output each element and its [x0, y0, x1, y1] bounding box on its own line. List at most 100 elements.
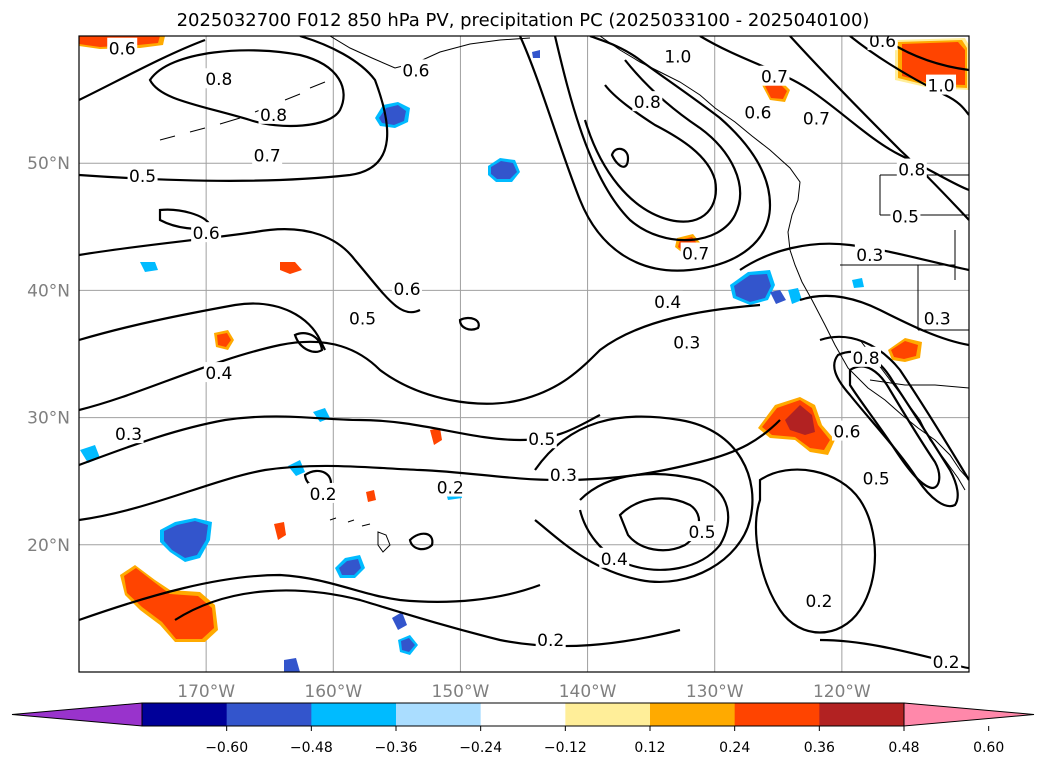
colorbar-tick-label: 0.12 — [634, 740, 665, 756]
contour-line — [148, 49, 345, 128]
contour-label-background — [931, 650, 962, 671]
contour-line — [79, 419, 781, 522]
contour-label: 0.3 — [115, 425, 142, 445]
contour-line — [518, 36, 772, 272]
contour-label: 0.4 — [654, 293, 681, 313]
latitude-tick-label: 50°N — [27, 154, 70, 174]
contour-label-background — [854, 243, 885, 264]
contour-labels: 0.6 0.8 0.6 0.8 0.7 0.5 0.6 0.6 0.5 0.4 0.3 0.2 0.2 0… — [107, 32, 962, 672]
contour-line — [848, 365, 941, 490]
state-borders — [840, 175, 969, 331]
colorbar-tick-label: −0.12 — [544, 740, 587, 756]
contour-line — [408, 532, 434, 551]
map-background — [79, 36, 969, 672]
colorbar-segment — [565, 703, 651, 726]
contour-label-background — [831, 420, 862, 441]
contour-label-background — [652, 290, 683, 311]
contour-label: 0.6 — [402, 61, 429, 81]
longitude-labels: 170°W 160°W 150°W 140°W 130°W 120°W — [177, 682, 871, 702]
contour-line — [583, 84, 717, 223]
contour-label: 0.4 — [205, 364, 232, 384]
contour-line — [610, 147, 630, 168]
contour-label-background — [252, 144, 283, 165]
contour-line — [754, 468, 877, 634]
colorbar-segment — [650, 703, 736, 726]
colorbar-tick-label: −0.24 — [459, 740, 502, 756]
contour-label-background — [671, 331, 702, 352]
us-mexico-border — [869, 379, 969, 389]
longitude-tick-label: 120°W — [813, 682, 871, 702]
colorbar-segment — [396, 703, 482, 726]
contour-label: 0.5 — [892, 208, 919, 228]
contour-label: 0.6 — [869, 32, 896, 52]
contour-label-background — [687, 521, 717, 542]
longitude-tick-label: 150°W — [432, 682, 490, 702]
contour-label-background — [548, 463, 579, 484]
contour-label-background — [662, 45, 693, 66]
contour-label: 0.3 — [673, 334, 700, 354]
contour-label-background — [867, 36, 898, 51]
contour-label: 0.8 — [260, 106, 287, 126]
contour-label: 0.5 — [863, 470, 890, 490]
contour-label-background — [861, 467, 892, 488]
contour-label: 0.7 — [254, 147, 281, 167]
colorbar-frame — [141, 702, 905, 727]
contour-label: 0.7 — [761, 68, 788, 88]
colorbar-extend-low — [11, 702, 143, 727]
contour-line — [79, 38, 206, 101]
colorbar-segment — [734, 703, 820, 726]
contour-label: 0.8 — [634, 93, 661, 113]
contour-label: 0.8 — [205, 70, 232, 90]
contour-label: 0.2 — [310, 485, 337, 505]
contour-label-background — [113, 423, 144, 444]
contour-label: 0.2 — [537, 631, 564, 651]
colorbar-segment — [311, 703, 397, 726]
latitude-labels: 50°N 40°N 30°N 20°N — [27, 154, 70, 556]
contour-line — [833, 350, 959, 508]
map-title: 2025032700 F012 850 hPa PV, precipitatio… — [177, 10, 870, 31]
contour-label-background — [127, 164, 158, 185]
contour-label-background — [896, 158, 927, 179]
contour-line — [293, 332, 324, 353]
colorbar-extend-high — [903, 702, 1035, 727]
contour-label-background — [203, 68, 234, 89]
colorbar-tick-label: −0.48 — [290, 740, 333, 756]
contour-label: 1.0 — [664, 47, 691, 67]
colorbar-segment — [142, 703, 228, 726]
longitude-tick-label: 130°W — [686, 682, 744, 702]
contour-label-background — [759, 65, 790, 86]
contour-line — [79, 36, 389, 182]
contour-line — [79, 228, 421, 314]
contour-label-background — [632, 91, 663, 112]
contour-label: 0.2 — [437, 479, 464, 499]
latitude-tick-label: 30°N — [27, 409, 70, 429]
contour-line — [79, 573, 541, 622]
contour-label: 0.6 — [833, 423, 860, 443]
contour-label-background — [922, 307, 953, 328]
contour-label: 0.5 — [129, 167, 156, 187]
contour-label-background — [599, 547, 630, 568]
contour-line — [458, 316, 480, 331]
contour-label-background — [742, 101, 773, 122]
contour-label: 0.6 — [394, 280, 421, 300]
contour-line — [789, 36, 969, 221]
precipitation-anomalies — [79, 36, 969, 672]
contour-label: 0.6 — [109, 40, 136, 60]
contour-label-background — [347, 307, 378, 328]
contour-label-background — [680, 242, 711, 263]
contour-label-background — [107, 37, 138, 58]
contour-label-background — [400, 59, 431, 80]
contour-label: 0.7 — [682, 245, 709, 265]
contour-line — [819, 638, 969, 670]
colorbar-tick-label: 0.24 — [719, 740, 750, 756]
contour-label: 0.6 — [193, 224, 220, 244]
contour-line — [699, 36, 969, 192]
contour-label: 0.3 — [924, 309, 951, 329]
positive-anomaly-socal — [888, 338, 922, 362]
latitude-tick-label: 20°N — [27, 536, 70, 556]
longitude-tick-label: 140°W — [559, 682, 617, 702]
contour-label-background — [308, 482, 339, 503]
contour-label: 0.3 — [856, 246, 883, 266]
contour-label: 0.8 — [898, 161, 925, 181]
contour-label-background — [258, 103, 289, 124]
